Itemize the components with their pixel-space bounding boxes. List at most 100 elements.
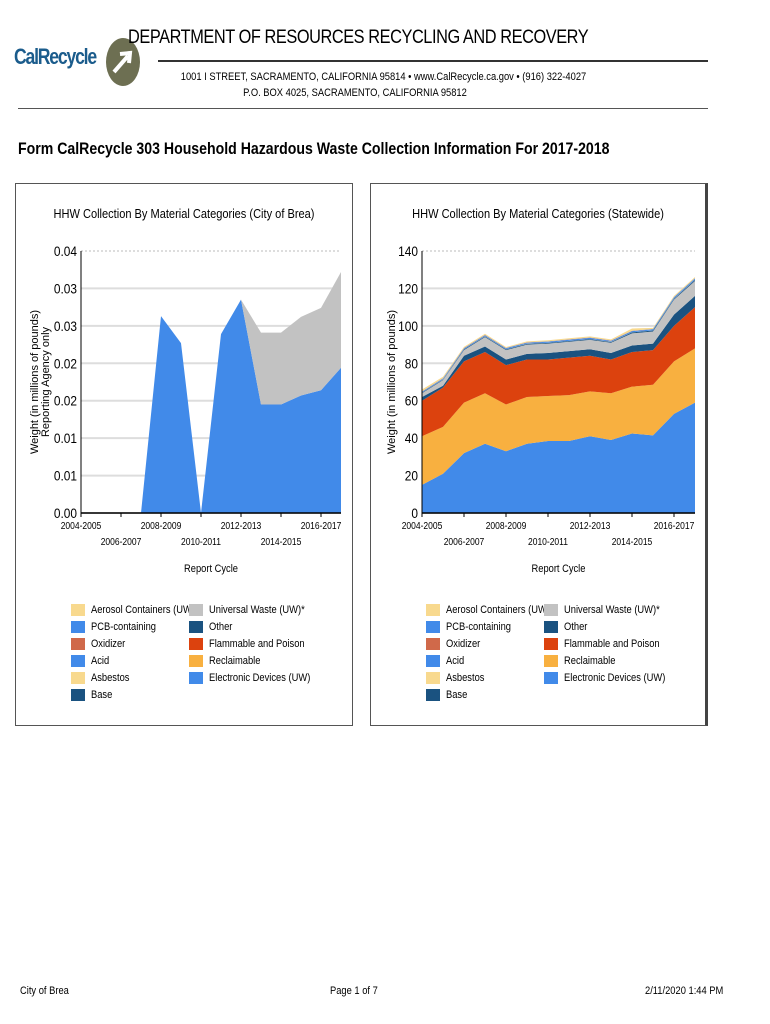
department-name: DEPARTMENT OF RESOURCES RECYCLING AND RE… — [128, 27, 589, 48]
legend-swatch — [189, 621, 203, 633]
x-tick-label: 2014-2015 — [261, 536, 302, 547]
legend-label: Other — [564, 621, 588, 633]
legend-swatch — [544, 621, 558, 633]
y-tick-label: 0.00 — [54, 505, 77, 521]
legend-label: Asbestos — [446, 672, 485, 684]
area-series-universal-waste-uw- — [422, 280, 695, 397]
legend-label: Asbestos — [91, 672, 130, 684]
x-axis-title: Report Cycle — [184, 563, 238, 575]
x-tick-label: 2006-2007 — [444, 536, 485, 547]
legend-label: Flammable and Poison — [209, 638, 305, 650]
logo-text: CalRecycle — [14, 44, 97, 69]
address-line-2: P.O. BOX 4025, SACRAMENTO, CALIFORNIA 95… — [243, 87, 467, 99]
y-tick-label: 0.02 — [54, 355, 77, 371]
area-series-other — [422, 295, 695, 401]
chart-title: HHW Collection By Material Categories (C… — [53, 206, 315, 221]
y-tick-label: 140 — [398, 243, 418, 259]
y-tick-label: 0.03 — [54, 280, 77, 296]
legend-label: Electronic Devices (UW) — [564, 672, 666, 684]
legend-item: Base — [71, 687, 116, 703]
legend-item: Asbestos — [426, 670, 491, 686]
y-tick-label: 20 — [405, 468, 418, 484]
y-tick-label: 80 — [405, 355, 418, 371]
x-tick-label: 2012-2013 — [570, 520, 611, 531]
legend-swatch — [426, 689, 440, 701]
legend-label: Universal Waste (UW)* — [209, 604, 305, 616]
legend-swatch — [189, 655, 203, 667]
y-tick-label: 0.01 — [54, 430, 77, 446]
legend-swatch — [544, 655, 558, 667]
area-series-universal-waste-uw- — [81, 271, 341, 513]
legend-label: Other — [209, 621, 233, 633]
chart-panel-city: HHW Collection By Material Categories (C… — [15, 183, 353, 726]
legend-label: Universal Waste (UW)* — [564, 604, 660, 616]
legend-swatch — [71, 604, 85, 616]
legend-item: Base — [426, 687, 471, 703]
legend-item: Reclaimable — [189, 653, 270, 669]
y-axis-title: Weight (in millions of pounds) — [29, 310, 41, 454]
address: 1001 I STREET, SACRAMENTO, CALIFORNIA 95… — [181, 69, 586, 101]
header-divider — [18, 108, 708, 109]
legend-item: Oxidizer — [426, 636, 486, 652]
legend-item: Universal Waste (UW)* — [544, 602, 677, 618]
area-series-electronic-devices-uw- — [81, 299, 341, 513]
legend-item: PCB-containing — [71, 619, 167, 635]
legend-label: Base — [91, 689, 113, 701]
legend-swatch — [71, 672, 85, 684]
legend-swatch — [426, 672, 440, 684]
y-tick-label: 0.01 — [54, 468, 77, 484]
x-tick-label: 2004-2005 — [61, 520, 102, 531]
x-tick-label: 2008-2009 — [486, 520, 527, 531]
area-series-electronic-devices-uw- — [422, 402, 695, 513]
area-series-reclaimable — [422, 348, 695, 485]
legend-swatch — [426, 655, 440, 667]
recycle-arrow-icon — [106, 38, 140, 86]
legend-item: Asbestos — [71, 670, 136, 686]
legend-label: Acid — [446, 655, 465, 667]
legend-swatch — [71, 638, 85, 650]
legend-item: Universal Waste (UW)* — [189, 602, 322, 618]
legend-swatch — [189, 672, 203, 684]
legend-label: Oxidizer — [446, 638, 481, 650]
y-tick-label: 0.04 — [54, 243, 77, 259]
y-tick-label: 0.02 — [54, 393, 77, 409]
x-axis-title: Report Cycle — [532, 563, 586, 575]
legend-label: Base — [446, 689, 468, 701]
legend-swatch — [71, 621, 85, 633]
x-tick-label: 2014-2015 — [612, 536, 653, 547]
legend-swatch — [71, 689, 85, 701]
legend-label: Reclaimable — [209, 655, 261, 667]
legend-label: PCB-containing — [91, 621, 156, 633]
y-tick-label: 0.03 — [54, 318, 77, 334]
x-tick-label: 2010-2011 — [528, 536, 568, 547]
x-tick-label: 2016-2017 — [301, 520, 342, 531]
legend-swatch — [189, 638, 203, 650]
legend-item: Other — [189, 619, 237, 635]
legend-item: PCB-containing — [426, 619, 522, 635]
chart-title: HHW Collection By Material Categories (S… — [412, 206, 664, 221]
y-axis-subtitle: Reporting Agency only — [40, 326, 52, 437]
footer-agency: City of Brea — [20, 985, 69, 997]
footer-timestamp: 2/11/2020 1:44 PM — [645, 985, 724, 997]
legend-swatch — [544, 604, 558, 616]
chart-panel-statewide: HHW Collection By Material Categories (S… — [370, 183, 708, 726]
x-tick-label: 2016-2017 — [654, 520, 695, 531]
legend-label: Aerosol Containers (UW) — [446, 604, 550, 616]
chart-statewide: 0 20 40 60 80 100 120 140 2004-20052006-20072008… — [386, 243, 695, 575]
x-tick-label: 2012-2013 — [221, 520, 262, 531]
legend-item: Other — [544, 619, 592, 635]
area-series-flammable-and-poison — [422, 307, 695, 437]
legend-item: Oxidizer — [71, 636, 131, 652]
y-tick-label: 60 — [405, 393, 418, 409]
y-axis-title: Weight (in millions of pounds) — [386, 310, 398, 454]
y-tick-label: 40 — [405, 430, 418, 446]
y-tick-label: 100 — [398, 318, 418, 334]
legend-swatch — [426, 604, 440, 616]
x-tick-label: 2006-2007 — [101, 536, 142, 547]
x-tick-label: 2008-2009 — [141, 520, 182, 531]
legend-item: Electronic Devices (UW) — [189, 670, 328, 686]
chart-city-of-brea: 0.00 0.01 0.01 0.02 0.02 0.03 0.03 0.04 2004-200… — [29, 243, 342, 575]
legend-label: Oxidizer — [91, 638, 126, 650]
legend-item: Acid — [71, 653, 112, 669]
legend-swatch — [189, 604, 203, 616]
